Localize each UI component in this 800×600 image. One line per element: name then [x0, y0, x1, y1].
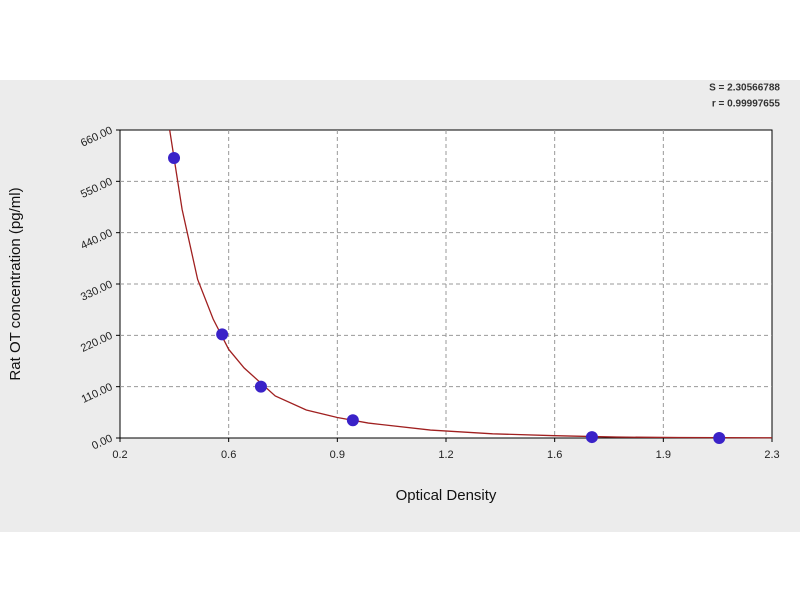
data-point	[346, 414, 359, 427]
x-tick-label: 1.6	[547, 449, 562, 461]
stat-s: S = 2.30566788	[709, 83, 780, 94]
x-tick-label: 0.2	[112, 449, 127, 461]
fit-curve	[169, 129, 773, 439]
data-point	[216, 328, 229, 341]
data-point	[713, 432, 726, 444]
y-axis-title: Rat OT concentration (pg/ml)	[7, 187, 24, 380]
x-tick-label: 0.6	[221, 449, 236, 461]
data-point	[168, 152, 181, 164]
x-tick-label: 0.9	[330, 449, 345, 461]
x-tick-label: 1.9	[656, 449, 671, 461]
x-axis-title: Optical Density	[396, 487, 497, 504]
data-point	[585, 431, 598, 444]
data-point	[254, 380, 267, 393]
stat-r: r = 0.99997655	[712, 99, 781, 110]
x-tick-label: 1.2	[438, 449, 453, 461]
x-tick-label: 2.3	[764, 449, 779, 461]
